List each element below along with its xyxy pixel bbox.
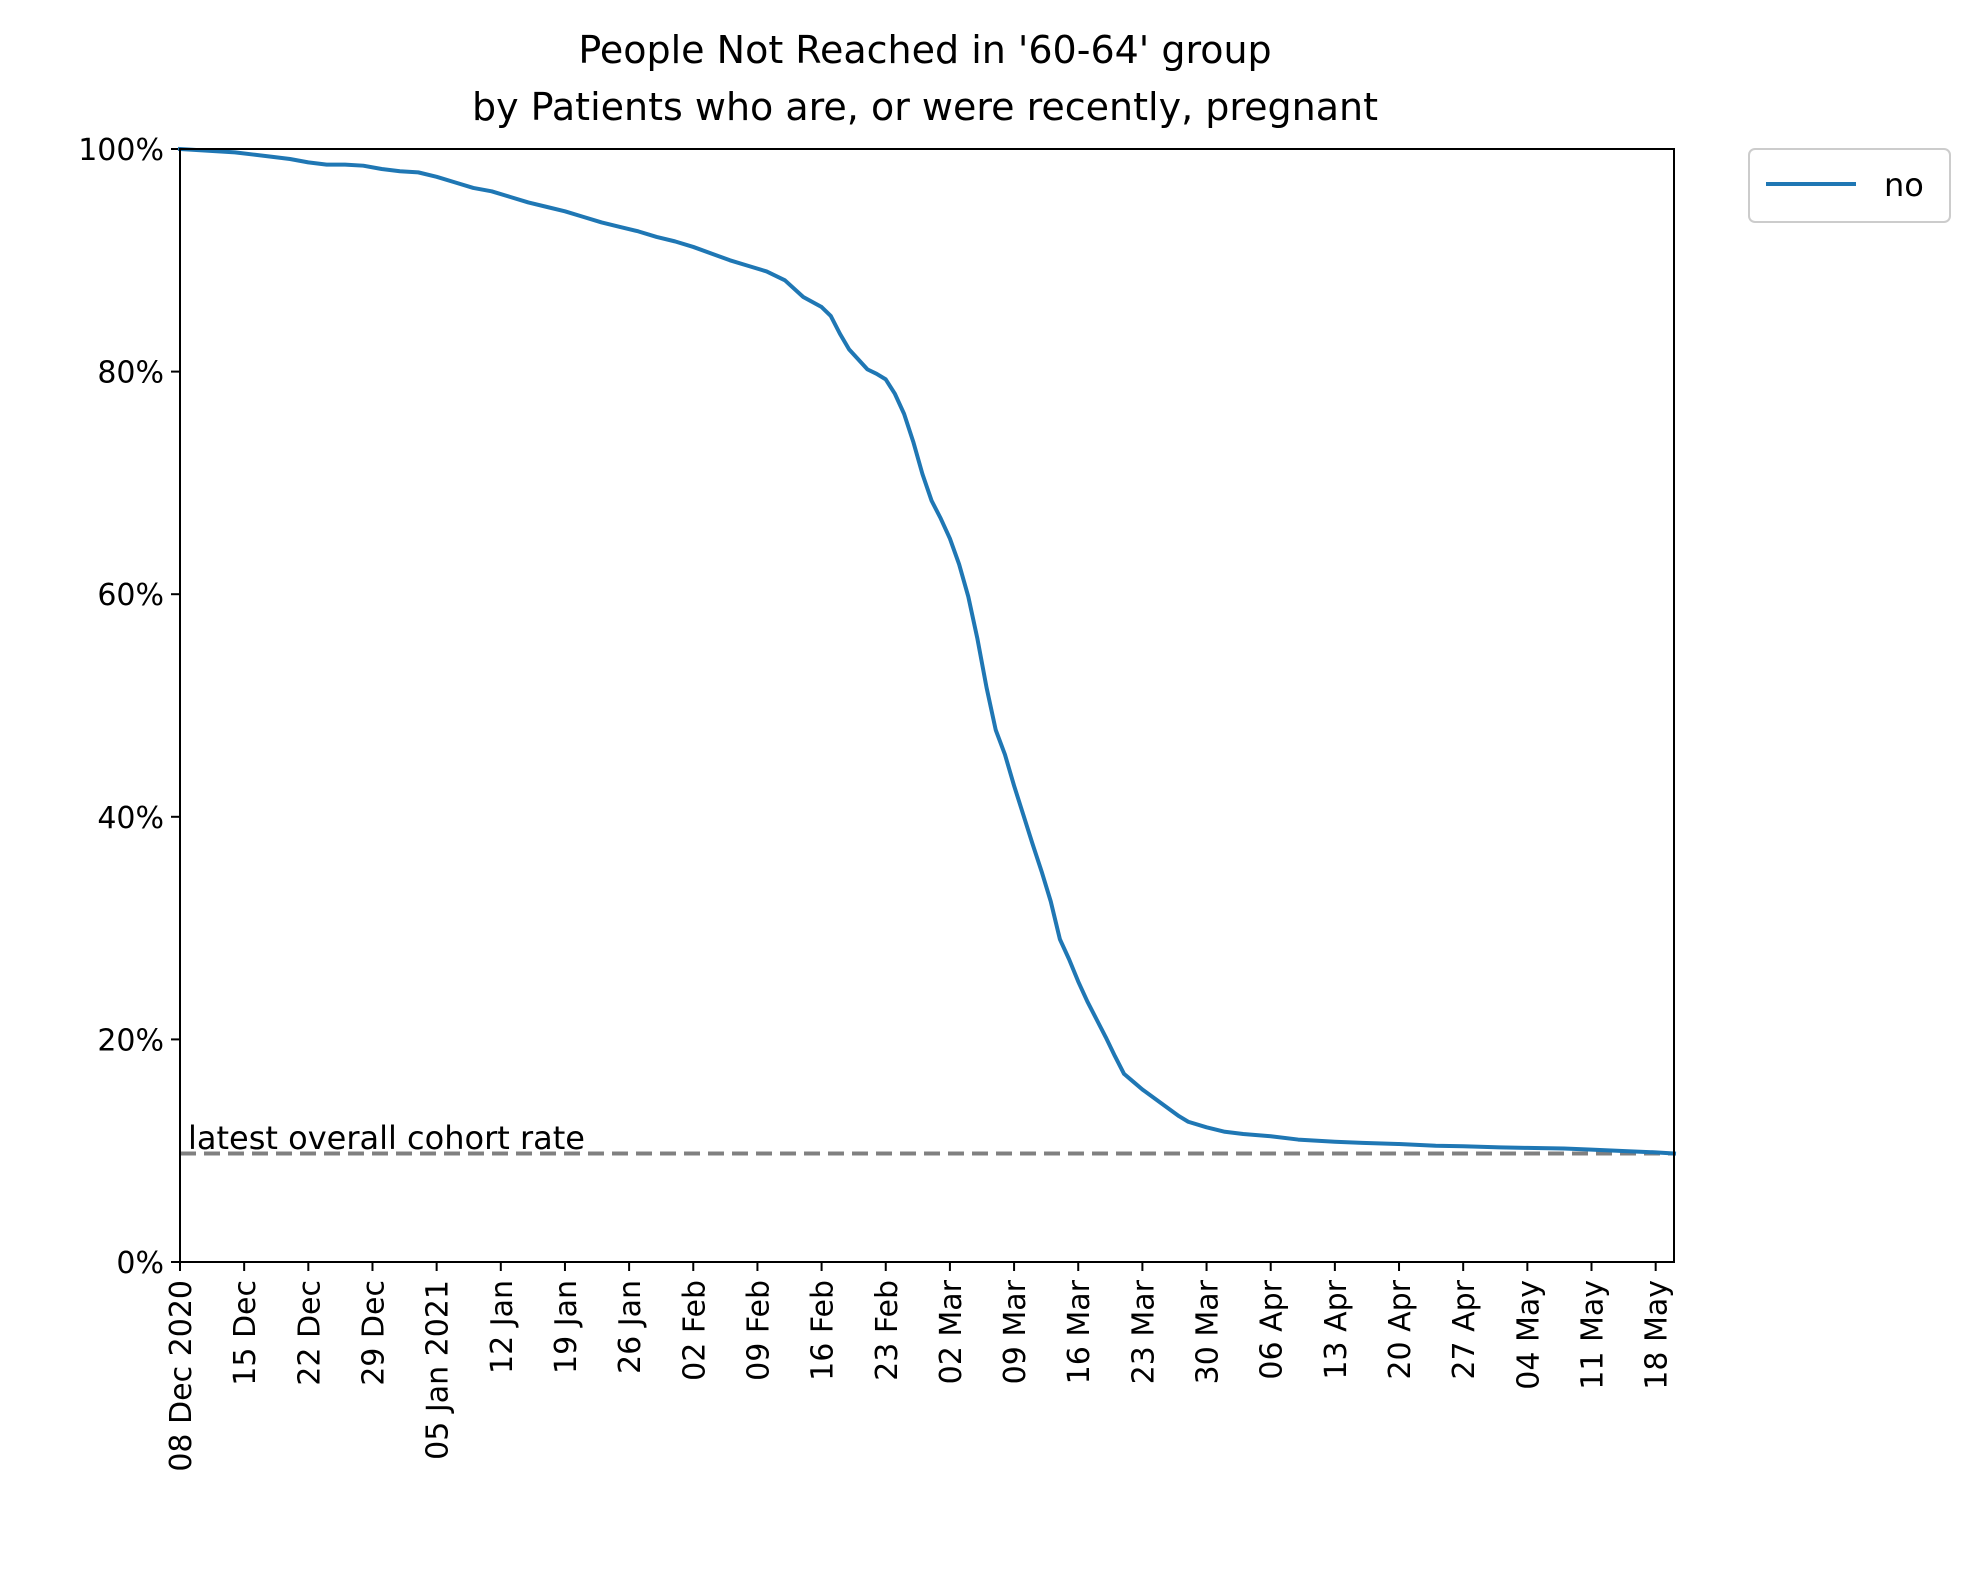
x-tick-label: 23 Mar <box>1126 1279 1161 1384</box>
x-tick-label: 13 Apr <box>1319 1279 1354 1379</box>
series-line-no <box>177 146 1677 1156</box>
x-tick-label: 11 May <box>1576 1280 1611 1390</box>
chart-subtitle: by Patients who are, or were recently, p… <box>472 85 1378 129</box>
y-tick-label: 100% <box>78 133 164 168</box>
x-tick-label: 02 Feb <box>677 1280 712 1381</box>
x-tick-label: 30 Mar <box>1191 1279 1226 1384</box>
x-tick-label: 26 Jan <box>613 1280 648 1374</box>
x-tick-label: 16 Mar <box>1062 1279 1097 1384</box>
x-tick-label: 18 May <box>1640 1280 1675 1390</box>
y-tick-label: 0% <box>116 1246 164 1281</box>
legend-label-no: no <box>1884 166 1924 204</box>
x-tick-label: 29 Dec <box>356 1280 391 1386</box>
y-tick-label: 40% <box>97 801 164 836</box>
x-axis: 08 Dec 2020 15 Dec 22 Dec 29 Dec 05 Jan 2021… <box>164 1262 1675 1472</box>
plot-frame <box>179 148 1675 1263</box>
legend: no <box>1748 148 1951 223</box>
x-tick-label: 09 Mar <box>998 1279 1033 1384</box>
x-tick-label: 12 Jan <box>485 1280 520 1374</box>
y-tick-label: 20% <box>97 1023 164 1058</box>
y-tick-label: 60% <box>97 578 164 613</box>
x-tick-label: 05 Jan 2021 <box>421 1280 456 1460</box>
x-tick-label: 20 Apr <box>1383 1279 1418 1379</box>
x-tick-label: 23 Feb <box>870 1280 905 1381</box>
chart-title: People Not Reached in '60-64' group <box>578 28 1271 72</box>
x-tick-label: 22 Dec <box>292 1280 327 1386</box>
x-tick-label: 16 Feb <box>806 1280 841 1381</box>
reference-line-group: latest overall cohort rate <box>180 1119 1674 1157</box>
x-tick-label: 04 May <box>1511 1280 1546 1390</box>
x-tick-label: 02 Mar <box>934 1279 969 1384</box>
x-tick-label: 19 Jan <box>549 1280 584 1374</box>
x-tick-label: 15 Dec <box>228 1280 263 1386</box>
y-axis: 0% 20% 40% 60% 80% 100% <box>78 133 180 1281</box>
reference-line-label: latest overall cohort rate <box>188 1119 585 1157</box>
x-tick-label: 08 Dec 2020 <box>164 1280 199 1472</box>
x-tick-label: 09 Feb <box>741 1280 776 1381</box>
series-group <box>177 146 1677 1156</box>
y-tick-label: 80% <box>97 356 164 391</box>
x-tick-label: 27 Apr <box>1447 1279 1482 1379</box>
x-tick-label: 06 Apr <box>1255 1279 1290 1379</box>
